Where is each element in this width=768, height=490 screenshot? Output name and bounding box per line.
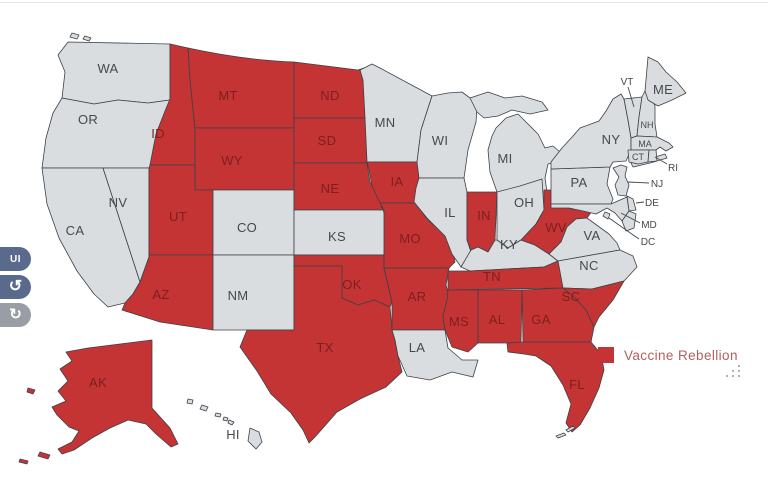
state-label-wv: WV — [545, 220, 567, 235]
leader-nj — [627, 181, 650, 184]
state-label-sc: SC — [562, 289, 581, 304]
state-label-mn: MN — [375, 115, 396, 130]
state-wy[interactable] — [194, 127, 295, 191]
state-label-id: ID — [151, 126, 165, 141]
state-label-ma: MA — [638, 139, 652, 149]
state-label-il: IL — [444, 205, 455, 220]
state-nm[interactable] — [212, 254, 295, 331]
state-label-fl: FL — [569, 377, 585, 392]
state-nj[interactable] — [612, 164, 630, 197]
aleutian-islands[interactable] — [18, 387, 51, 465]
state-label-wa: WA — [97, 61, 118, 76]
legend-color-swatch — [598, 347, 614, 363]
state-label-nm: NM — [228, 288, 249, 303]
state-la[interactable] — [391, 329, 479, 381]
state-label-mt: MT — [218, 88, 237, 103]
state-label-pa: PA — [571, 175, 588, 190]
state-md[interactable] — [550, 196, 630, 222]
state-label-nv: NV — [109, 195, 128, 210]
state-hi[interactable] — [186, 398, 263, 450]
state-label-tn: TN — [483, 269, 501, 284]
state-label-nd: ND — [320, 88, 339, 103]
state-label-me: ME — [653, 82, 673, 97]
state-label-va: VA — [584, 228, 601, 243]
state-label-mi: MI — [497, 151, 512, 166]
state-label-ct: CT — [632, 152, 644, 162]
legend-label: Vaccine Rebellion — [624, 347, 738, 363]
state-label-ny: NY — [602, 132, 621, 147]
state-label-nh: NH — [641, 120, 654, 130]
state-ak[interactable] — [51, 339, 179, 455]
state-label-tx: TX — [316, 340, 333, 355]
state-mt[interactable] — [187, 47, 295, 129]
state-label-co: CO — [237, 220, 257, 235]
state-dc[interactable] — [602, 211, 611, 220]
state-ms[interactable] — [442, 289, 479, 353]
state-mi-upper-peninsula[interactable] — [469, 91, 549, 119]
state-label-oh: OH — [514, 195, 534, 210]
state-label-ia: IA — [391, 174, 404, 189]
state-label-ca: CA — [66, 223, 85, 238]
undo-icon[interactable]: ↺ — [0, 275, 31, 299]
state-label-ar: AR — [408, 289, 427, 304]
ui-toggle-button[interactable]: UI — [0, 247, 31, 271]
state-label-md: MD — [641, 220, 657, 231]
state-label-nc: NC — [579, 258, 598, 273]
delmarva-peninsula[interactable] — [621, 210, 637, 232]
state-label-az: AZ — [152, 287, 169, 302]
legend-item-vaccine-rebellion[interactable]: Vaccine Rebellion — [598, 347, 738, 363]
leader-md — [620, 212, 641, 224]
state-label-ut: UT — [169, 209, 187, 224]
leader-dc — [608, 217, 640, 240]
state-fl[interactable] — [506, 341, 605, 433]
state-label-or: OR — [78, 112, 98, 127]
state-label-wy: WY — [221, 153, 243, 168]
state-label-ri: RI — [668, 163, 678, 174]
leader-vt — [627, 86, 635, 108]
state-label-ky: KY — [500, 237, 518, 252]
redo-icon[interactable]: ↻ — [0, 303, 31, 327]
state-wi[interactable] — [416, 91, 478, 179]
leader-de — [635, 201, 645, 204]
state-label-hi: HI — [226, 427, 240, 442]
state-label-wi: WI — [432, 133, 448, 148]
state-label-ks: KS — [328, 229, 346, 244]
state-label-sd: SD — [318, 133, 337, 148]
state-me[interactable] — [644, 56, 687, 107]
map-top-border — [0, 2, 768, 3]
leader-ri — [654, 156, 668, 165]
florida-keys[interactable] — [555, 425, 576, 439]
state-label-ok: OK — [342, 277, 361, 292]
state-label-ak: AK — [89, 375, 107, 390]
state-label-in: IN — [477, 208, 491, 223]
washington-islands[interactable] — [69, 32, 92, 42]
state-label-mo: MO — [399, 231, 421, 246]
state-label-ne: NE — [321, 181, 340, 196]
state-label-de: DE — [645, 198, 659, 209]
state-label-nj: NJ — [651, 179, 663, 190]
state-label-al: AL — [489, 312, 506, 327]
state-label-ms: MS — [449, 314, 469, 329]
legend-drag-grip-icon[interactable] — [726, 365, 742, 379]
state-il[interactable] — [413, 177, 472, 268]
state-label-vt: VT — [621, 77, 634, 88]
state-label-la: LA — [409, 340, 426, 355]
state-ri[interactable] — [647, 149, 658, 163]
state-tx[interactable] — [239, 265, 403, 444]
state-label-ga: GA — [531, 312, 550, 327]
state-label-dc: DC — [641, 237, 655, 248]
state-ct[interactable] — [627, 149, 650, 165]
